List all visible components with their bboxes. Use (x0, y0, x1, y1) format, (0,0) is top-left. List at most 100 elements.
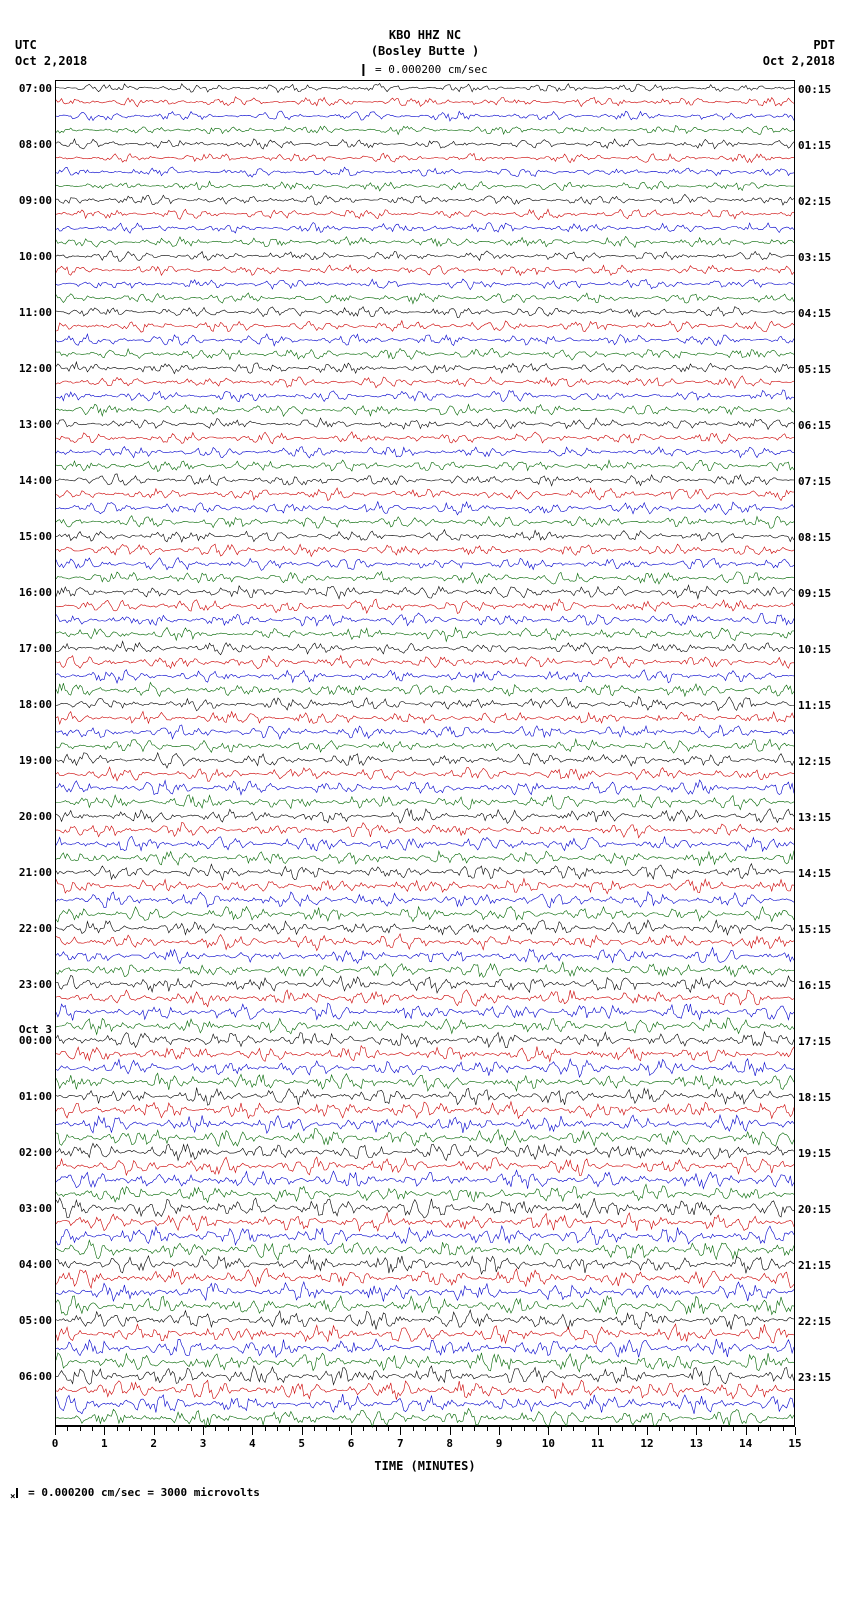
pdt-hour-label: 08:15 (794, 531, 831, 544)
x-tick-major (252, 1427, 253, 1435)
x-tick-minor (289, 1427, 290, 1431)
x-tick-label: 11 (591, 1437, 604, 1450)
x-tick-label: 0 (52, 1437, 59, 1450)
pdt-hour-label: 16:15 (794, 979, 831, 992)
pdt-hour-label: 21:15 (794, 1259, 831, 1272)
station-name: (Bosley Butte ) (362, 44, 487, 60)
x-tick-major (548, 1427, 549, 1435)
x-tick-minor (573, 1427, 574, 1431)
x-tick-label: 3 (200, 1437, 207, 1450)
utc-hour-label: 01:00 (19, 1091, 56, 1102)
utc-hour-label: 05:00 (19, 1315, 56, 1326)
footer-text: = 0.000200 cm/sec = 3000 microvolts (28, 1486, 260, 1499)
pdt-hour-label: 05:15 (794, 363, 831, 376)
x-tick-minor (487, 1427, 488, 1431)
x-tick-major (351, 1427, 352, 1435)
utc-hour-label: 14:00 (19, 475, 56, 486)
x-tick-minor (80, 1427, 81, 1431)
x-tick-label: 2 (150, 1437, 157, 1450)
x-tick-minor (339, 1427, 340, 1431)
header: UTC Oct 2,2018 KBO HHZ NC (Bosley Butte … (10, 10, 840, 80)
x-tick-minor (511, 1427, 512, 1431)
utc-hour-label: 19:00 (19, 755, 56, 766)
utc-hour-label: 09:00 (19, 195, 56, 206)
utc-hour-label: 06:00 (19, 1371, 56, 1382)
x-tick-minor (67, 1427, 68, 1431)
pdt-hour-label: 06:15 (794, 419, 831, 432)
footer-scale-bar-icon (16, 1488, 18, 1498)
utc-hour-label: 16:00 (19, 587, 56, 598)
x-axis-label: TIME (MINUTES) (55, 1459, 795, 1473)
x-tick-minor (117, 1427, 118, 1431)
x-tick-minor (437, 1427, 438, 1431)
x-tick-minor (178, 1427, 179, 1431)
x-tick-label: 14 (739, 1437, 752, 1450)
x-tick-minor (92, 1427, 93, 1431)
x-tick-minor (141, 1427, 142, 1431)
pdt-hour-label: 12:15 (794, 755, 831, 768)
footer: × = 0.000200 cm/sec = 3000 microvolts (10, 1486, 840, 1502)
x-tick-major (499, 1427, 500, 1435)
x-tick-minor (758, 1427, 759, 1431)
x-tick-major (104, 1427, 105, 1435)
pdt-hour-label: 23:15 (794, 1371, 831, 1384)
trace-row (56, 1411, 794, 1425)
x-tick-minor (228, 1427, 229, 1431)
pdt-hour-label: 11:15 (794, 699, 831, 712)
pdt-hour-label: 09:15 (794, 587, 831, 600)
x-tick-minor (388, 1427, 389, 1431)
x-tick-minor (659, 1427, 660, 1431)
left-date-label: Oct 2,2018 (15, 54, 87, 70)
x-tick-minor (721, 1427, 722, 1431)
utc-hour-label: 02:00 (19, 1147, 56, 1158)
x-tick-major (647, 1427, 648, 1435)
pdt-hour-label: 17:15 (794, 1035, 831, 1048)
x-tick-minor (709, 1427, 710, 1431)
x-tick-minor (314, 1427, 315, 1431)
pdt-hour-label: 07:15 (794, 475, 831, 488)
x-tick-minor (684, 1427, 685, 1431)
x-tick-major (203, 1427, 204, 1435)
utc-hour-label: 17:00 (19, 643, 56, 654)
x-tick-minor (191, 1427, 192, 1431)
x-tick-label: 4 (249, 1437, 256, 1450)
x-tick-major (795, 1427, 796, 1435)
x-tick-minor (265, 1427, 266, 1431)
pdt-hour-label: 13:15 (794, 811, 831, 824)
x-tick-minor (536, 1427, 537, 1431)
x-tick-minor (363, 1427, 364, 1431)
x-tick-minor (622, 1427, 623, 1431)
x-tick-major (746, 1427, 747, 1435)
seismogram-plot: 07:0000:1508:0001:1509:0002:1510:0003:15… (55, 80, 795, 1426)
x-tick-major (450, 1427, 451, 1435)
pdt-hour-label: 03:15 (794, 251, 831, 264)
pdt-hour-label: 20:15 (794, 1203, 831, 1216)
x-tick-minor (585, 1427, 586, 1431)
utc-hour-label: 12:00 (19, 363, 56, 374)
utc-hour-label: 07:00 (19, 83, 56, 94)
x-tick-label: 5 (298, 1437, 305, 1450)
x-tick-minor (326, 1427, 327, 1431)
header-left: UTC Oct 2,2018 (15, 38, 87, 69)
pdt-hour-label: 14:15 (794, 867, 831, 880)
x-tick-minor (166, 1427, 167, 1431)
right-date-label: Oct 2,2018 (763, 54, 835, 70)
x-tick-label: 7 (397, 1437, 404, 1450)
x-tick-minor (413, 1427, 414, 1431)
x-tick-label: 8 (446, 1437, 453, 1450)
x-tick-major (598, 1427, 599, 1435)
x-tick-minor (770, 1427, 771, 1431)
pdt-hour-label: 00:15 (794, 83, 831, 96)
x-tick-minor (672, 1427, 673, 1431)
x-tick-minor (215, 1427, 216, 1431)
utc-hour-label: 08:00 (19, 139, 56, 150)
utc-hour-label: 18:00 (19, 699, 56, 710)
x-tick-minor (610, 1427, 611, 1431)
utc-hour-label: 22:00 (19, 923, 56, 934)
pdt-hour-label: 01:15 (794, 139, 831, 152)
utc-hour-label: 00:00 (19, 1035, 56, 1046)
left-tz-label: UTC (15, 38, 87, 54)
x-tick-label: 12 (640, 1437, 653, 1450)
x-tick-minor (524, 1427, 525, 1431)
utc-hour-label: 23:00 (19, 979, 56, 990)
